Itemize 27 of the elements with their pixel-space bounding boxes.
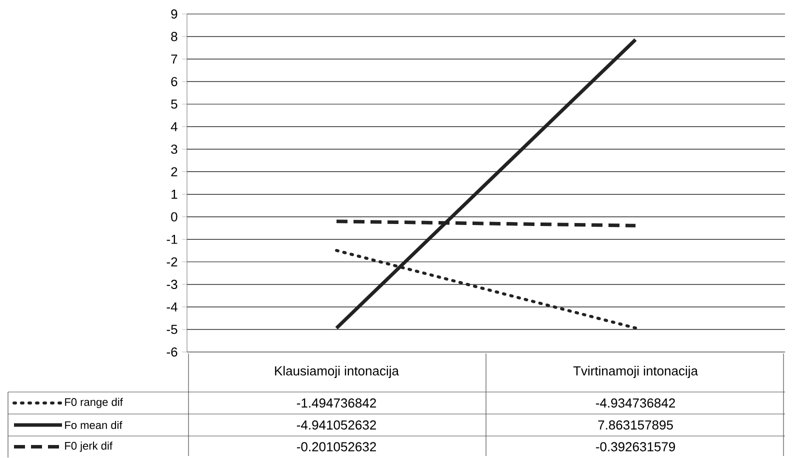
y-tick-label: 6 xyxy=(171,77,178,86)
data-label: -0.201052632 xyxy=(296,442,376,452)
y-tick-label: -1 xyxy=(166,234,178,244)
data-label: -0.392631579 xyxy=(596,442,675,452)
data-label: -4.941052632 xyxy=(296,420,376,430)
data-label: -1.494736842 xyxy=(296,398,376,408)
y-tick-label: 1 xyxy=(172,190,178,199)
y-tick-label: 9 xyxy=(171,9,178,19)
y-tick-label: 5 xyxy=(171,100,178,109)
y-tick-label: 3 xyxy=(171,144,178,154)
y-tick-label: 8 xyxy=(171,32,178,42)
y-tick-label: -4 xyxy=(166,302,178,312)
y-tick-label: -5 xyxy=(166,324,178,334)
data-label: -4.934736842 xyxy=(596,398,675,408)
legend-label: F0 jerk dif xyxy=(65,442,112,452)
x-tick-label: Klausiamoji intonacija xyxy=(275,366,399,378)
legend-label: F0 range dif xyxy=(65,398,123,408)
y-tick-label: 4 xyxy=(170,122,178,132)
data-label: 7.863157895 xyxy=(598,420,673,430)
legend-label: Fo mean dif xyxy=(65,420,122,430)
y-tick-label: -3 xyxy=(166,280,178,289)
y-tick-label: -6 xyxy=(166,347,178,357)
y-tick-label: -2 xyxy=(166,257,178,266)
y-tick-label: 7 xyxy=(171,54,178,64)
y-tick-label: 0 xyxy=(171,212,178,222)
y-tick-label: 2 xyxy=(171,167,178,176)
x-tick-label: Tvirtinamoji intonacija xyxy=(573,366,698,378)
